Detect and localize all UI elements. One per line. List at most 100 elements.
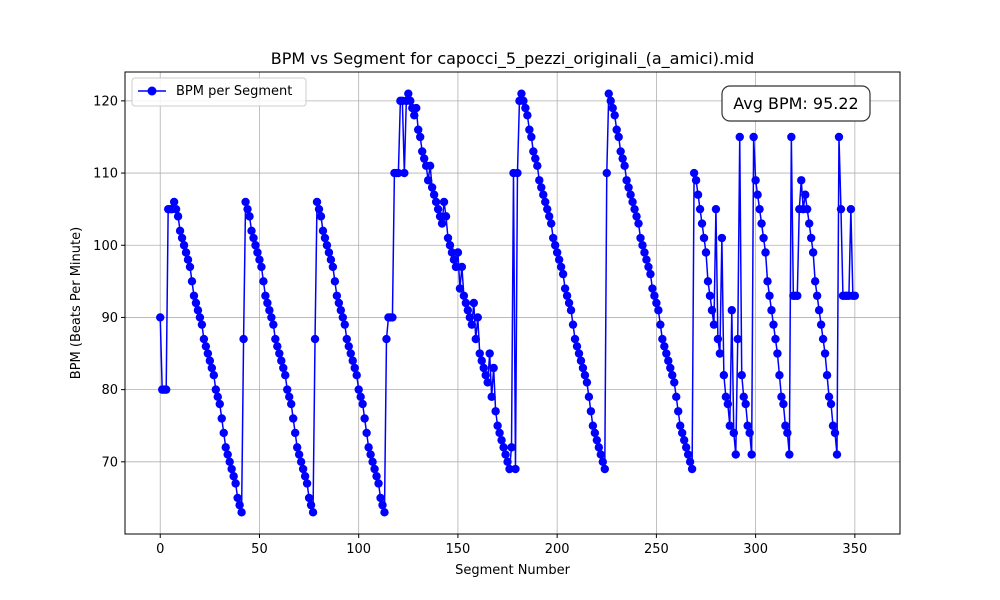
data-point bbox=[751, 176, 760, 185]
data-point bbox=[564, 298, 574, 308]
data-point bbox=[701, 248, 711, 257]
data-point bbox=[620, 161, 629, 171]
data-point bbox=[495, 428, 504, 438]
legend-marker-swatch bbox=[147, 86, 157, 96]
data-point bbox=[491, 407, 500, 416]
data-point bbox=[755, 204, 764, 214]
data-point bbox=[594, 443, 604, 452]
data-point bbox=[773, 349, 782, 358]
data-point bbox=[171, 204, 181, 214]
data-point bbox=[608, 103, 617, 113]
data-point bbox=[572, 342, 582, 351]
data-point bbox=[727, 306, 736, 315]
y-tick-label: 110 bbox=[93, 167, 118, 182]
data-point bbox=[449, 255, 459, 264]
data-point bbox=[531, 154, 540, 163]
data-point bbox=[201, 342, 211, 351]
data-point bbox=[277, 356, 286, 365]
data-point bbox=[326, 255, 336, 264]
data-point bbox=[231, 479, 240, 488]
data-point bbox=[703, 277, 713, 286]
data-point bbox=[382, 334, 391, 344]
data-point bbox=[330, 277, 340, 286]
data-point bbox=[644, 262, 653, 272]
x-tick-label: 300 bbox=[743, 542, 768, 557]
data-point bbox=[705, 291, 715, 300]
data-point bbox=[473, 313, 482, 322]
data-point bbox=[370, 464, 379, 474]
data-point bbox=[634, 219, 643, 228]
data-point bbox=[362, 428, 371, 438]
data-point bbox=[275, 349, 284, 358]
data-point bbox=[668, 370, 677, 380]
data-point bbox=[775, 370, 784, 380]
x-tick-label: 350 bbox=[842, 542, 867, 557]
data-point bbox=[340, 320, 349, 329]
data-point bbox=[350, 363, 359, 373]
data-point bbox=[537, 183, 546, 192]
data-point bbox=[249, 233, 258, 243]
data-point bbox=[503, 457, 512, 467]
data-point bbox=[183, 255, 193, 264]
data-point bbox=[578, 363, 588, 373]
data-point bbox=[801, 190, 810, 199]
data-point bbox=[830, 428, 840, 438]
data-point bbox=[161, 385, 171, 394]
data-point bbox=[437, 219, 447, 228]
data-point bbox=[205, 356, 215, 365]
data-point bbox=[731, 450, 740, 459]
data-point bbox=[779, 399, 788, 409]
data-point bbox=[628, 197, 637, 207]
data-point bbox=[570, 334, 580, 344]
data-point bbox=[719, 370, 729, 380]
data-point bbox=[783, 428, 792, 438]
data-point bbox=[810, 277, 820, 286]
data-point bbox=[273, 342, 282, 351]
data-point bbox=[352, 370, 361, 380]
data-point bbox=[487, 392, 496, 402]
avg-bpm-box bbox=[721, 85, 871, 122]
data-point bbox=[287, 399, 296, 409]
data-point bbox=[227, 464, 236, 474]
data-point bbox=[489, 363, 498, 373]
data-point bbox=[626, 190, 635, 199]
data-point bbox=[173, 212, 183, 221]
data-point bbox=[511, 464, 520, 474]
y-tick-label: 80 bbox=[101, 383, 118, 398]
data-point bbox=[306, 500, 316, 510]
data-point bbox=[745, 428, 754, 438]
data-point bbox=[346, 349, 355, 358]
data-point bbox=[729, 428, 738, 438]
y-tick-label: 70 bbox=[101, 455, 118, 470]
data-point bbox=[846, 204, 856, 214]
data-point bbox=[388, 313, 397, 322]
data-point bbox=[261, 291, 270, 300]
data-point bbox=[816, 320, 826, 329]
y-axis-title: BPM (Beats Per Minute) bbox=[69, 227, 84, 379]
legend: BPM per Segment bbox=[131, 77, 307, 107]
data-point bbox=[175, 226, 185, 236]
data-point bbox=[439, 197, 449, 207]
data-point bbox=[574, 349, 584, 358]
data-point bbox=[715, 349, 725, 358]
data-point bbox=[616, 147, 625, 156]
data-point bbox=[721, 392, 731, 402]
data-point bbox=[757, 219, 766, 228]
data-point bbox=[529, 147, 538, 156]
data-point bbox=[360, 414, 369, 423]
data-point bbox=[191, 298, 201, 308]
data-point bbox=[267, 313, 276, 322]
data-point bbox=[693, 190, 703, 199]
data-point bbox=[636, 233, 645, 243]
data-point bbox=[418, 147, 427, 156]
data-point bbox=[429, 190, 439, 199]
data-point bbox=[493, 421, 502, 430]
data-point bbox=[670, 378, 679, 387]
data-point bbox=[209, 370, 219, 380]
data-point bbox=[356, 392, 365, 402]
data-point bbox=[372, 472, 381, 481]
data-point bbox=[818, 334, 828, 344]
data-point bbox=[445, 241, 455, 250]
data-point bbox=[269, 320, 278, 329]
